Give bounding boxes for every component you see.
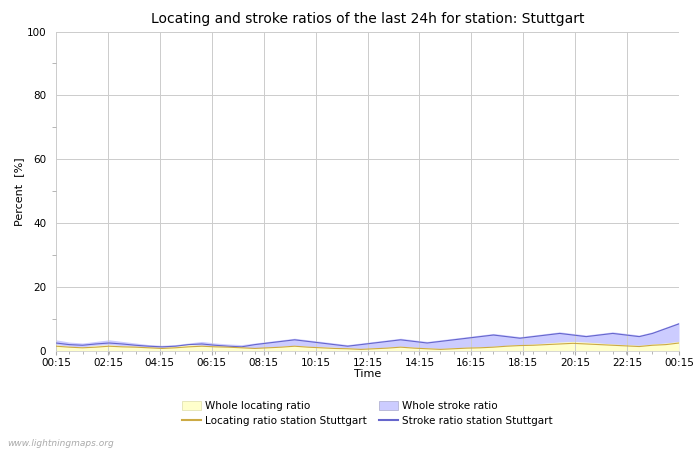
X-axis label: Time: Time	[354, 369, 381, 379]
Legend: Whole locating ratio, Locating ratio station Stuttgart, Whole stroke ratio, Stro: Whole locating ratio, Locating ratio sta…	[179, 398, 556, 429]
Title: Locating and stroke ratios of the last 24h for station: Stuttgart: Locating and stroke ratios of the last 2…	[150, 12, 584, 26]
Y-axis label: Percent  [%]: Percent [%]	[14, 157, 24, 225]
Text: www.lightningmaps.org: www.lightningmaps.org	[7, 439, 113, 448]
